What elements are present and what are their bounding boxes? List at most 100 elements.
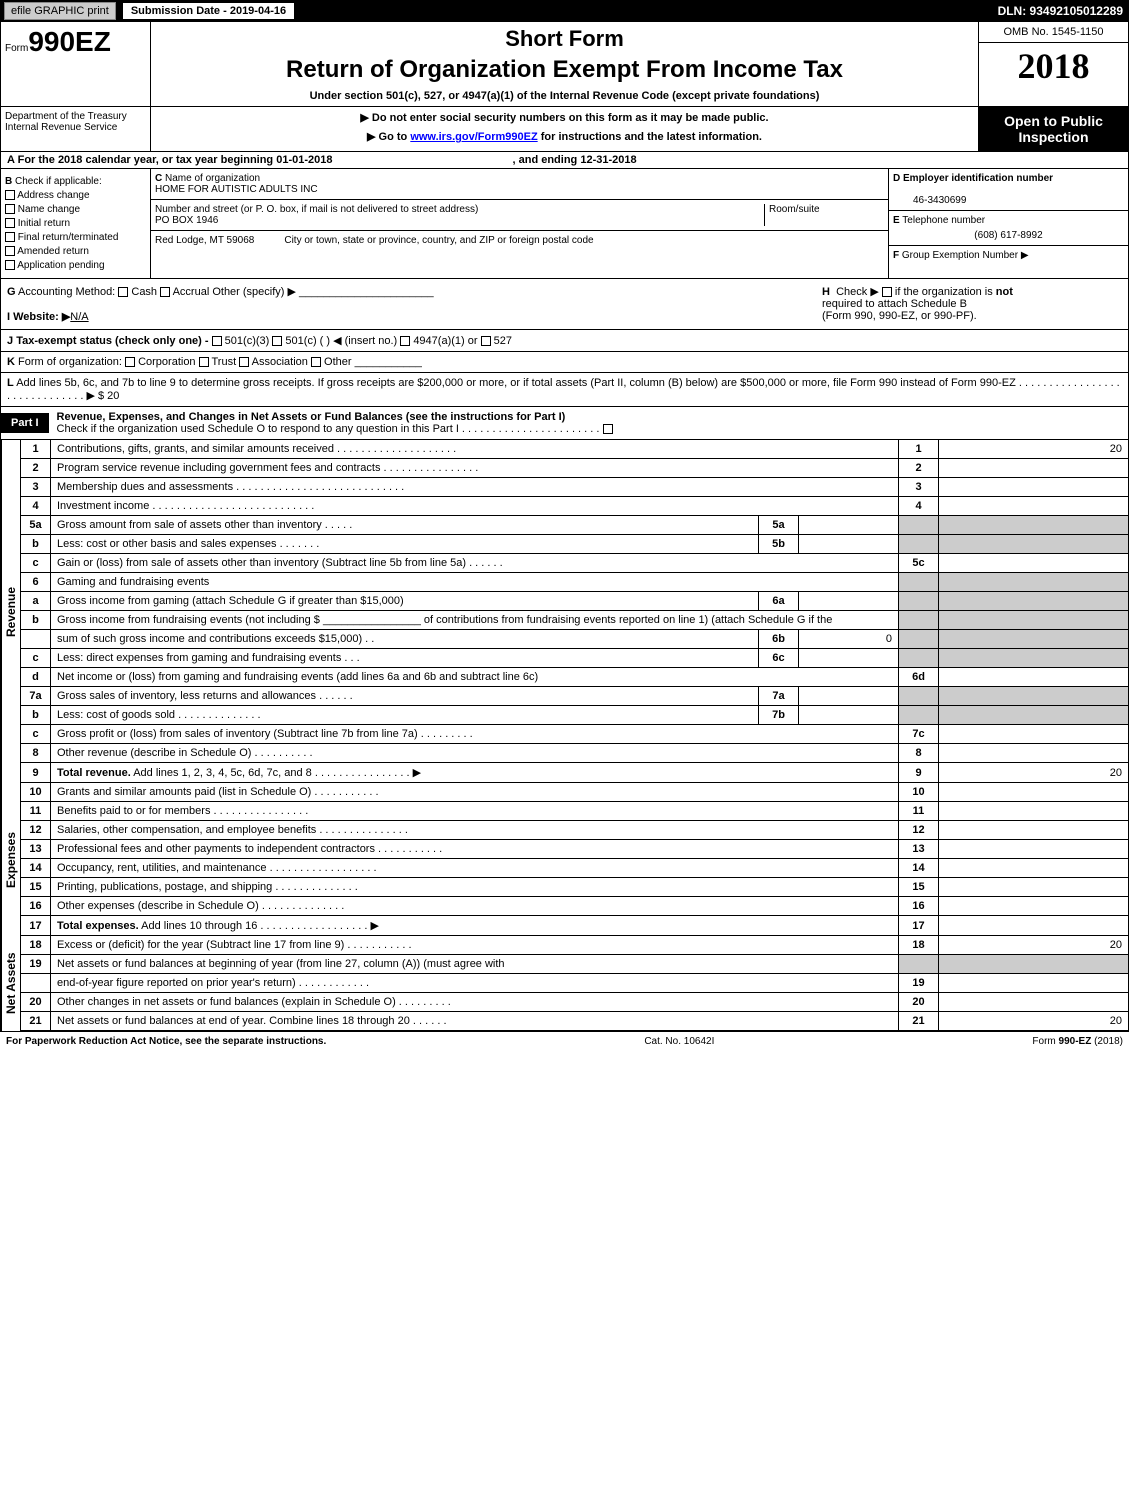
l9-desc: Add lines 1, 2, 3, 4, 5c, 6d, 7c, and 8 … bbox=[131, 767, 421, 779]
j-4947: 4947(a)(1) or bbox=[413, 335, 477, 347]
form-number-cell: Form990EZ bbox=[1, 22, 151, 106]
b-opt-0: Address change bbox=[5, 190, 146, 201]
part-1-title-text: Revenue, Expenses, and Changes in Net As… bbox=[57, 411, 566, 423]
l5a-num: 5a bbox=[21, 516, 51, 535]
l17-pre: Total expenses. bbox=[57, 920, 139, 932]
l6a-shade bbox=[899, 592, 939, 611]
line-4: 4Investment income . . . . . . . . . . .… bbox=[21, 497, 1129, 516]
checkbox-trust[interactable] bbox=[199, 357, 209, 367]
l4-val bbox=[939, 497, 1129, 516]
tel-label: Telephone number bbox=[902, 215, 985, 226]
line-12: 12Salaries, other compensation, and empl… bbox=[21, 821, 1129, 840]
col-d: D Employer identification number 46-3430… bbox=[888, 169, 1128, 278]
checkbox-name-change[interactable] bbox=[5, 204, 15, 214]
l2-ln: 2 bbox=[899, 459, 939, 478]
checkbox-cash[interactable] bbox=[118, 287, 128, 297]
l16-num: 16 bbox=[21, 897, 51, 916]
l19b-num bbox=[21, 974, 51, 993]
l6b-midval: 0 bbox=[799, 630, 899, 649]
header-row-1: Form990EZ Short Form Return of Organizat… bbox=[0, 22, 1129, 107]
line-10: 10Grants and similar amounts paid (list … bbox=[21, 783, 1129, 802]
l7b-midval bbox=[799, 706, 899, 725]
l6a-desc: Gross income from gaming (attach Schedul… bbox=[51, 592, 759, 611]
checkbox-accrual[interactable] bbox=[160, 287, 170, 297]
tel-row: E Telephone number (608) 617-8992 bbox=[889, 211, 1128, 246]
l8-val bbox=[939, 744, 1129, 763]
room-block: Room/suite bbox=[764, 204, 884, 226]
l7c-num: c bbox=[21, 725, 51, 744]
checkbox-assoc[interactable] bbox=[239, 357, 249, 367]
l-label: L bbox=[7, 377, 14, 389]
l6-shade-val bbox=[939, 573, 1129, 592]
l7b-desc: Less: cost of goods sold . . . . . . . .… bbox=[51, 706, 759, 725]
h-if: if the organization is bbox=[895, 286, 996, 298]
l19-shade bbox=[899, 955, 939, 974]
ein-label: Employer identification number bbox=[903, 173, 1053, 184]
l14-ln: 14 bbox=[899, 859, 939, 878]
l15-ln: 15 bbox=[899, 878, 939, 897]
checkbox-501c3[interactable] bbox=[212, 336, 222, 346]
l7a-midval bbox=[799, 687, 899, 706]
part-1-label: Part I bbox=[1, 413, 49, 433]
l6-num: 6 bbox=[21, 573, 51, 592]
l20-val bbox=[939, 993, 1129, 1012]
line-2: 2Program service revenue including gover… bbox=[21, 459, 1129, 478]
j-501c3: 501(c)(3) bbox=[225, 335, 270, 347]
l19b-desc: end-of-year figure reported on prior yea… bbox=[51, 974, 899, 993]
goto-pre: ▶ Go to bbox=[367, 131, 410, 143]
l19b-ln: 19 bbox=[899, 974, 939, 993]
l11-desc: Benefits paid to or for members . . . . … bbox=[51, 802, 899, 821]
line-19: 19Net assets or fund balances at beginni… bbox=[21, 955, 1129, 974]
l15-val bbox=[939, 878, 1129, 897]
checkbox-amended[interactable] bbox=[5, 246, 15, 256]
l11-ln: 11 bbox=[899, 802, 939, 821]
d-label: D bbox=[893, 173, 900, 184]
footer-left: For Paperwork Reduction Act Notice, see … bbox=[6, 1036, 326, 1047]
l6bp-shade bbox=[899, 611, 939, 630]
l5b-midval bbox=[799, 535, 899, 554]
l6-shade bbox=[899, 573, 939, 592]
line-6d: dNet income or (loss) from gaming and fu… bbox=[21, 668, 1129, 687]
checkbox-final-return[interactable] bbox=[5, 232, 15, 242]
checkbox-app-pending[interactable] bbox=[5, 260, 15, 270]
l14-num: 14 bbox=[21, 859, 51, 878]
checkbox-corp[interactable] bbox=[125, 357, 135, 367]
efile-print-button[interactable]: efile GRAPHIC print bbox=[4, 2, 116, 20]
checkbox-527[interactable] bbox=[481, 336, 491, 346]
l6b-shade-val bbox=[939, 630, 1129, 649]
line-6a: aGross income from gaming (attach Schedu… bbox=[21, 592, 1129, 611]
opt-amended: Amended return bbox=[17, 246, 89, 257]
subtitle: Under section 501(c), 527, or 4947(a)(1)… bbox=[155, 90, 974, 102]
checkbox-other-org[interactable] bbox=[311, 357, 321, 367]
line-8: 8Other revenue (describe in Schedule O) … bbox=[21, 744, 1129, 763]
j-501c: 501(c) ( ) ◀ (insert no.) bbox=[285, 335, 397, 347]
b-opt-4: Amended return bbox=[5, 246, 146, 257]
checkbox-sched-o[interactable] bbox=[603, 424, 613, 434]
checkbox-4947[interactable] bbox=[400, 336, 410, 346]
line-6b-pre: bGross income from fundraising events (n… bbox=[21, 611, 1129, 630]
disclosure-cell: ▶ Do not enter social security numbers o… bbox=[151, 107, 978, 151]
l17-desc: Add lines 10 through 16 . . . . . . . . … bbox=[139, 920, 379, 932]
col-b: B Check if applicable: Address change Na… bbox=[1, 169, 151, 278]
l5c-desc: Gain or (loss) from sale of assets other… bbox=[51, 554, 899, 573]
l19b-val bbox=[939, 974, 1129, 993]
checkbox-address-change[interactable] bbox=[5, 190, 15, 200]
row-a-mid: , and ending bbox=[513, 154, 581, 166]
l6c-shade-val bbox=[939, 649, 1129, 668]
form-prefix: Form bbox=[5, 43, 28, 54]
checkbox-initial-return[interactable] bbox=[5, 218, 15, 228]
l20-num: 20 bbox=[21, 993, 51, 1012]
l2-val bbox=[939, 459, 1129, 478]
footer-mid: Cat. No. 10642I bbox=[644, 1036, 714, 1047]
irs-link[interactable]: www.irs.gov/Form990EZ bbox=[410, 131, 537, 143]
expenses-table: 10Grants and similar amounts paid (list … bbox=[20, 783, 1129, 936]
checkbox-501c[interactable] bbox=[272, 336, 282, 346]
l21-num: 21 bbox=[21, 1012, 51, 1031]
l5a-shade-val bbox=[939, 516, 1129, 535]
l6c-num: c bbox=[21, 649, 51, 668]
line-5c: cGain or (loss) from sale of assets othe… bbox=[21, 554, 1129, 573]
l7a-desc: Gross sales of inventory, less returns a… bbox=[51, 687, 759, 706]
line-1: 1Contributions, gifts, grants, and simil… bbox=[21, 440, 1129, 459]
tax-year: 2018 bbox=[979, 43, 1128, 89]
checkbox-sched-b[interactable] bbox=[882, 287, 892, 297]
